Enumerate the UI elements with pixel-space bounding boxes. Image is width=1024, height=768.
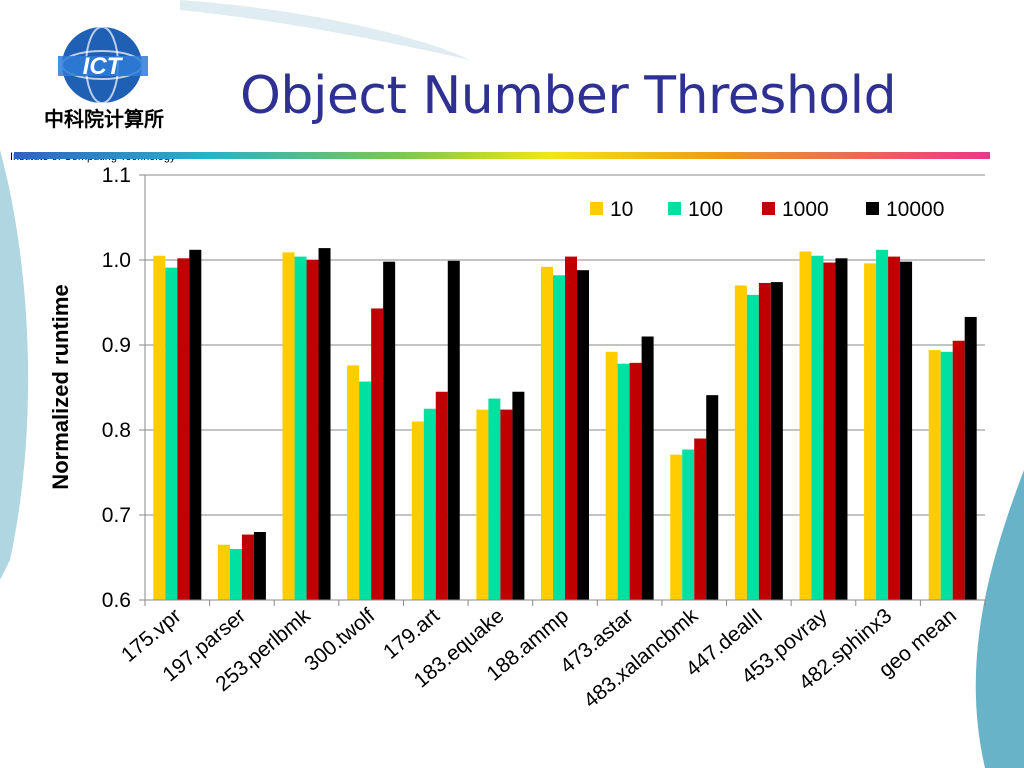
bar-10000-175.vpr: [189, 249, 202, 601]
y-axis-label: Normalized runtime: [48, 284, 73, 489]
bar-1000-253.perlbmk: [306, 260, 319, 600]
bar-1000-453.povray: [823, 262, 836, 600]
ict-logo: ICT 中科院计算所 Institute of Computing Techno…: [0, 20, 215, 163]
bar-1000-447.dealII: [758, 282, 771, 600]
logo-chinese: 中科院计算所: [44, 107, 164, 131]
legend-label-1000: 1000: [782, 198, 829, 221]
bar-1000-473.astar: [629, 362, 642, 600]
x-tick-label: 483.xalancbmk: [579, 604, 702, 713]
y-axis-ticks: 0.6 0.7 0.8 0.9 1.0 1.1: [102, 164, 145, 612]
bar-1000-179.art: [435, 391, 448, 600]
legend-label-100: 100: [688, 198, 723, 221]
x-tick-label: 300.twolf: [300, 604, 379, 676]
title-rainbow-divider: [14, 152, 990, 159]
bar-100-197.parser: [229, 549, 242, 600]
bar-100-253.perlbmk: [294, 256, 307, 600]
y-tick-label: 0.7: [102, 504, 131, 527]
bar-10000-473.astar: [641, 336, 654, 600]
bar-10-175.vpr: [153, 255, 166, 600]
y-tick-label: 0.9: [102, 334, 131, 357]
legend-swatch-100: [668, 202, 681, 215]
bar-100-geo mean: [940, 351, 953, 600]
bar-100-300.twolf: [359, 381, 372, 600]
chart-bars: [153, 248, 977, 601]
bar-10000-482.sphinx3: [900, 261, 913, 600]
bar-100-188.ammp: [553, 275, 565, 600]
bar-10-300.twolf: [347, 365, 360, 600]
bar-1000-175.vpr: [177, 258, 190, 600]
bar-10000-183.equake: [512, 391, 525, 600]
bar-100-483.xalancbmk: [682, 449, 695, 600]
bar-1000-482.sphinx3: [888, 256, 901, 600]
bar-10000-179.art: [447, 260, 460, 600]
bar-1000-188.ammp: [565, 256, 577, 600]
background-swoosh-left: [0, 150, 29, 580]
bar-100-473.astar: [617, 363, 630, 600]
bar-10-453.povray: [799, 251, 812, 600]
chart-axes: [144, 175, 986, 606]
bar-100-175.vpr: [165, 267, 178, 600]
bar-10000-188.ammp: [577, 270, 589, 600]
bar-10000-483.xalancbmk: [706, 395, 719, 600]
bar-10000-197.parser: [253, 532, 266, 600]
bar-10-197.parser: [217, 544, 230, 600]
bar-1000-197.parser: [241, 534, 254, 600]
bar-100-179.art: [423, 408, 436, 600]
bar-10-183.equake: [476, 409, 489, 600]
legend-swatch-10000: [866, 202, 879, 215]
bar-chart: 0.6 0.7 0.8 0.9 1.0 1.1 175.vpr197.parser253.…: [48, 164, 986, 713]
bar-10-179.art: [411, 421, 424, 600]
bar-1000-183.equake: [500, 409, 513, 600]
background-swoosh-top: [180, 0, 470, 60]
bar-10-geo mean: [928, 350, 941, 600]
y-tick-label: 0.6: [102, 589, 131, 612]
bar-100-447.dealII: [746, 294, 759, 600]
legend-label-10: 10: [610, 198, 633, 221]
bar-100-183.equake: [488, 398, 501, 600]
bar-10-188.ammp: [541, 266, 553, 600]
background-swoosh-right: [975, 470, 1024, 768]
legend-swatch-10: [590, 202, 603, 215]
legend-label-10000: 10000: [886, 198, 944, 221]
bar-1000-geo mean: [952, 340, 965, 600]
y-tick-label: 1.0: [102, 249, 131, 272]
bar-10000-300.twolf: [383, 261, 396, 600]
chart-legend: 10 100 1000 10000: [590, 198, 944, 221]
bar-10000-geo mean: [964, 316, 977, 600]
bar-10000-253.perlbmk: [318, 248, 331, 600]
bar-10-482.sphinx3: [864, 263, 877, 600]
legend-swatch-1000: [762, 202, 775, 215]
bar-1000-483.xalancbmk: [694, 438, 707, 600]
bar-10000-447.dealII: [770, 282, 783, 600]
bar-100-482.sphinx3: [876, 249, 889, 601]
bar-10000-453.povray: [835, 258, 848, 600]
bar-10-473.astar: [605, 351, 618, 600]
slide-title: Object Number Threshold: [240, 66, 897, 126]
bar-10-253.perlbmk: [282, 252, 295, 600]
bar-1000-300.twolf: [371, 308, 384, 600]
y-tick-label: 0.8: [102, 419, 131, 442]
bar-100-453.povray: [811, 255, 824, 600]
logo-text: ICT: [83, 53, 124, 80]
y-tick-label: 1.1: [102, 164, 131, 187]
bar-10-447.dealII: [734, 285, 747, 600]
bar-10-483.xalancbmk: [670, 454, 683, 600]
